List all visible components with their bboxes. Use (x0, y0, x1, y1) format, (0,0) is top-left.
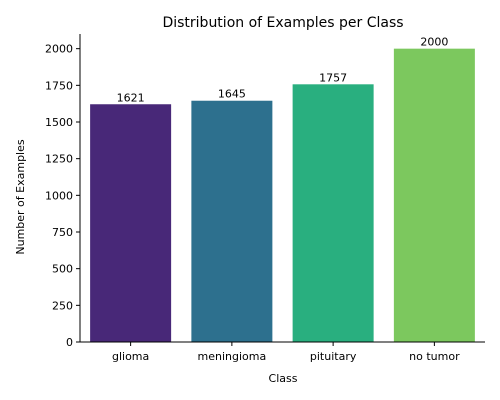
data-label-pituitary: 1757 (319, 71, 347, 84)
x-tick-label-pituitary: pituitary (310, 350, 357, 363)
x-tick-label-no-tumor: no tumor (409, 350, 460, 363)
x-tick-label-glioma: glioma (112, 350, 149, 363)
y-tick-label: 1000 (45, 189, 73, 202)
y-axis-label: Number of Examples (14, 139, 27, 255)
data-label-glioma: 1621 (117, 91, 145, 104)
bar-no-tumor (393, 48, 475, 343)
x-tick-label-meningioma: meningioma (198, 350, 267, 363)
data-label-no-tumor: 2000 (420, 36, 448, 49)
y-tick-label: 500 (52, 263, 73, 276)
y-tick-label: 0 (66, 336, 73, 349)
y-ticks-group: 0 250 500 750 1000 1250 1500 1750 2000 (45, 43, 80, 349)
y-tick-label: 750 (52, 226, 73, 239)
y-tick-label: 1250 (45, 153, 73, 166)
bar-pituitary (292, 84, 374, 342)
y-tick-label: 2000 (45, 43, 73, 56)
bar-glioma (90, 104, 172, 343)
y-tick-label: 250 (52, 299, 73, 312)
x-ticks-group: glioma meningioma pituitary no tumor (112, 342, 460, 363)
y-tick-label: 1500 (45, 116, 73, 129)
bars-group: 1621 1645 1757 2000 (90, 36, 475, 343)
y-tick-label: 1750 (45, 79, 73, 92)
chart-title: Distribution of Examples per Class (162, 15, 403, 31)
bar-meningioma (191, 100, 273, 342)
x-axis-label: Class (269, 372, 298, 385)
data-label-meningioma: 1645 (218, 88, 246, 101)
